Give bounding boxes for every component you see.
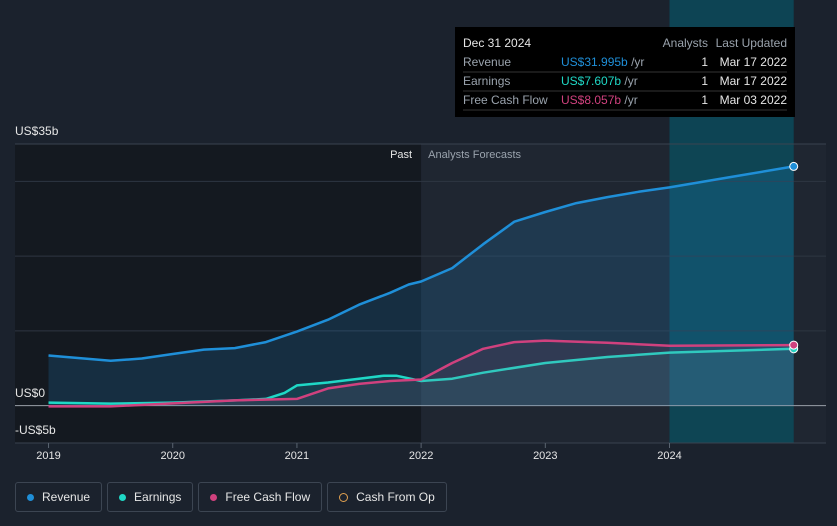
legend-marker — [119, 493, 127, 501]
legend-label: Free Cash Flow — [225, 490, 311, 504]
legend-label: Earnings — [134, 490, 182, 504]
tooltip-name: Free Cash Flow — [463, 93, 548, 107]
past-region — [15, 144, 422, 443]
end-point — [789, 340, 799, 350]
tooltip-analysts: 1 — [701, 93, 708, 107]
series-area — [48, 340, 794, 407]
legend-item[interactable]: Cash From Op — [327, 482, 447, 512]
tooltip-analysts: 1 — [701, 55, 708, 69]
legend-label: Cash From Op — [356, 490, 435, 504]
tooltip-name: Earnings — [463, 74, 510, 88]
tooltip-updated: Mar 17 2022 — [720, 55, 788, 69]
x-tick-label: 2023 — [533, 450, 557, 462]
legend-marker — [27, 493, 34, 501]
y-tick-label: US$0 — [15, 386, 45, 400]
tooltip-unit: /yr — [624, 93, 637, 107]
tooltip-amount: US$31.995b — [561, 55, 628, 69]
tooltip-name: Revenue — [463, 55, 511, 69]
tooltip-value: US$8.057b /yr — [561, 93, 638, 107]
past-label: Past — [390, 149, 412, 161]
tooltip-date: Dec 31 2024 — [463, 36, 531, 50]
series-line — [48, 165, 794, 363]
tooltip-value: US$7.607b /yr — [561, 74, 638, 88]
end-point — [789, 161, 799, 171]
tooltip-amount: US$7.607b — [561, 74, 621, 88]
legend-item[interactable]: Revenue — [15, 482, 103, 512]
tooltip-amount: US$8.057b — [561, 93, 621, 107]
x-tick-label: 2020 — [160, 450, 184, 462]
legend-item[interactable]: Free Cash Flow — [198, 482, 323, 512]
legend-marker — [339, 492, 349, 502]
x-tick-label: 2022 — [409, 450, 433, 462]
tooltip-updated: Mar 17 2022 — [720, 74, 788, 88]
tooltip-value: US$31.995b /yr — [561, 55, 644, 69]
forecast-label: Analysts Forecasts — [428, 149, 521, 161]
legend-marker — [210, 493, 218, 501]
legend-label: Revenue — [42, 490, 91, 504]
x-tick-label: 2019 — [36, 450, 60, 462]
legend: Revenue Earnings Free Cash Flow Cash From O… — [15, 482, 447, 512]
tooltip-header: Analysts — [663, 36, 708, 50]
x-tick-label: 2021 — [285, 450, 309, 462]
series-area — [48, 166, 794, 406]
tooltip-unit: /yr — [631, 55, 644, 69]
tooltip-analysts: 1 — [701, 74, 708, 88]
x-tick-label: 2024 — [657, 450, 681, 462]
legend-item[interactable]: Earnings — [107, 482, 194, 512]
y-tick-label: -US$5b — [15, 423, 56, 437]
tooltip-header: Last Updated — [716, 36, 787, 50]
series-area — [48, 348, 794, 406]
y-tick-label: US$35b — [15, 124, 59, 138]
tooltip-updated: Mar 03 2022 — [720, 93, 788, 107]
series-line — [48, 339, 794, 408]
tooltip-unit: /yr — [624, 74, 637, 88]
